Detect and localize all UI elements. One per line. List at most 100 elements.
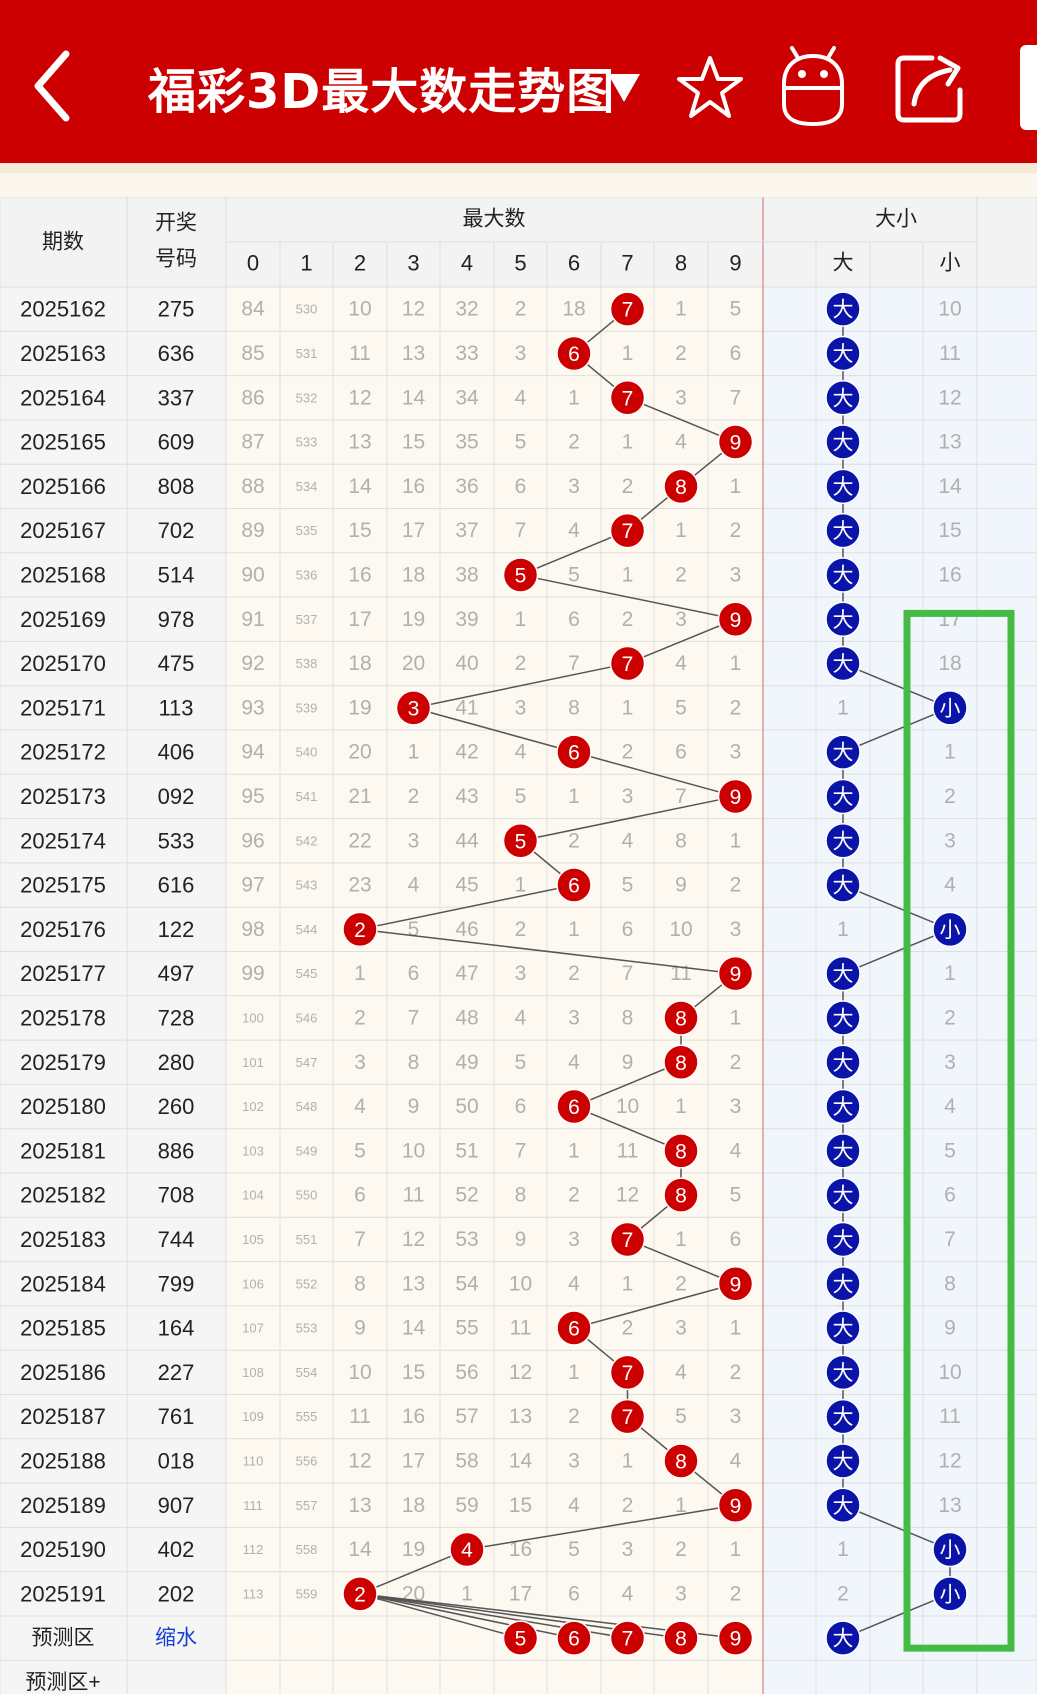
max-digit-ball-label: 6 bbox=[568, 1318, 580, 1341]
big-ball-label: 大 bbox=[833, 387, 854, 410]
big-ball-label: 大 bbox=[833, 1140, 854, 1163]
miss-count-cell: 3 bbox=[408, 829, 420, 852]
miss-count-cell: 5 bbox=[408, 918, 420, 941]
max-digit-ball bbox=[342, 1576, 378, 1612]
small-miss-cell: 4 bbox=[944, 874, 956, 897]
period-cell: 2025171 bbox=[20, 695, 106, 720]
miss-count-cell: 535 bbox=[296, 523, 318, 538]
page-title[interactable]: 福彩3D最大数走势图 bbox=[148, 64, 616, 120]
robot-icon[interactable] bbox=[778, 44, 848, 128]
miss-count-cell: 40 bbox=[455, 652, 478, 675]
miss-count-cell: 3 bbox=[730, 1405, 742, 1428]
period-cell: 2025186 bbox=[20, 1360, 106, 1385]
miss-count-cell: 6 bbox=[515, 1095, 527, 1118]
star-icon[interactable] bbox=[676, 54, 744, 120]
miss-count-cell: 7 bbox=[354, 1228, 366, 1251]
miss-count-cell: 17 bbox=[509, 1582, 532, 1605]
trend-line bbox=[573, 1283, 736, 1329]
miss-count-cell: 113 bbox=[243, 1586, 264, 1601]
miss-count-cell: 5 bbox=[354, 1139, 366, 1162]
miss-count-cell: 551 bbox=[296, 1232, 318, 1247]
max-digit-ball-label: 7 bbox=[622, 1406, 634, 1429]
prediction-size-ball-label: 大 bbox=[833, 1628, 854, 1651]
miss-count-cell: 3 bbox=[568, 1228, 580, 1251]
max-digit-ball-label: 6 bbox=[568, 343, 580, 366]
miss-count-cell: 2 bbox=[730, 1361, 742, 1384]
max-digit-ball-label: 9 bbox=[730, 609, 742, 632]
max-digit-ball-label: 9 bbox=[730, 786, 742, 809]
miss-count-cell: 6 bbox=[622, 918, 634, 941]
miss-count-cell: 5 bbox=[675, 1405, 687, 1428]
max-digit-ball-label: 5 bbox=[515, 564, 527, 587]
miss-count-cell: 3 bbox=[622, 1538, 634, 1561]
trend-line bbox=[359, 928, 736, 975]
menu-edge-button[interactable] bbox=[1020, 45, 1037, 130]
miss-count-cell: 5 bbox=[675, 696, 687, 719]
period-cell: 2025170 bbox=[20, 651, 106, 676]
big-ball-label: 大 bbox=[833, 1185, 854, 1208]
miss-count-cell: 544 bbox=[296, 922, 318, 937]
miss-count-cell: 99 bbox=[241, 962, 264, 985]
miss-count-cell: 6 bbox=[675, 741, 687, 764]
digit-column-header: 2 bbox=[354, 251, 366, 276]
prediction-ball-label: 6 bbox=[568, 1628, 580, 1651]
trend-line bbox=[359, 1548, 468, 1595]
miss-count-cell: 97 bbox=[241, 874, 264, 897]
winning-number-cell: 402 bbox=[158, 1537, 195, 1562]
miss-count-cell: 56 bbox=[455, 1361, 478, 1384]
miss-count-cell: 2 bbox=[568, 431, 580, 454]
share-icon[interactable] bbox=[892, 50, 968, 126]
max-digit-ball-label: 8 bbox=[675, 1140, 687, 1163]
max-digit-ball-label: 8 bbox=[675, 1185, 687, 1208]
max-digit-ball-label: 8 bbox=[675, 1007, 687, 1030]
big-ball bbox=[825, 1044, 861, 1080]
miss-count-cell: 4 bbox=[354, 1095, 366, 1118]
prediction-ball bbox=[663, 1620, 699, 1656]
small-miss-cell: 18 bbox=[938, 652, 961, 675]
digit-column-header: 0 bbox=[247, 251, 259, 276]
max-digit-ball-label: 9 bbox=[730, 963, 742, 986]
max-digit-ball bbox=[609, 1398, 646, 1435]
miss-count-cell: 3 bbox=[354, 1051, 366, 1074]
winning-number-cell: 978 bbox=[158, 607, 195, 632]
miss-count-cell: 46 bbox=[455, 918, 478, 941]
miss-count-cell: 8 bbox=[354, 1272, 366, 1295]
miss-count-cell: 8 bbox=[568, 696, 580, 719]
size-trend-line bbox=[842, 884, 951, 931]
small-miss-cell: 8 bbox=[944, 1272, 956, 1295]
miss-count-cell: 1 bbox=[730, 1006, 742, 1029]
back-arrow-icon[interactable] bbox=[30, 48, 74, 124]
max-digit-ball bbox=[663, 1177, 699, 1213]
big-ball-label: 大 bbox=[833, 1273, 854, 1296]
trend-line bbox=[359, 884, 575, 931]
miss-count-cell: 2 bbox=[515, 918, 527, 941]
period-cell: 2025165 bbox=[20, 430, 106, 455]
big-ball bbox=[825, 823, 861, 859]
small-miss-cell: 1 bbox=[944, 962, 956, 985]
miss-count-cell: 9 bbox=[675, 874, 687, 897]
number-column-header-line2: 号码 bbox=[155, 248, 197, 271]
miss-count-cell: 9 bbox=[622, 1051, 634, 1074]
shrink-link: 缩水 bbox=[155, 1627, 197, 1650]
small-miss-cell: 15 bbox=[938, 519, 961, 542]
max-digit-ball-label: 2 bbox=[354, 919, 366, 942]
miss-count-cell: 14 bbox=[348, 1538, 372, 1561]
miss-count-cell: 93 bbox=[241, 696, 264, 719]
miss-count-cell: 41 bbox=[455, 696, 478, 719]
triangle-down-icon[interactable] bbox=[606, 72, 642, 104]
big-ball-label: 大 bbox=[833, 1052, 854, 1075]
miss-count-cell: 19 bbox=[402, 1538, 425, 1561]
miss-count-cell: 1 bbox=[568, 1139, 580, 1162]
size-trend-line bbox=[842, 662, 951, 709]
period-cell: 2025164 bbox=[20, 385, 106, 410]
miss-count-cell: 15 bbox=[348, 519, 371, 542]
max-digit-group-header: 最大数 bbox=[463, 208, 526, 231]
prediction-plus-label: 预测区+ bbox=[25, 1671, 100, 1694]
small-ball-label: 小 bbox=[940, 1583, 961, 1606]
miss-count-cell: 103 bbox=[242, 1143, 264, 1158]
small-miss-cell: 13 bbox=[938, 431, 961, 454]
max-digit-ball-label: 6 bbox=[568, 1096, 580, 1119]
miss-count-cell: 539 bbox=[296, 700, 318, 715]
miss-count-cell: 2 bbox=[730, 1051, 742, 1074]
miss-count-cell: 4 bbox=[730, 1449, 742, 1472]
